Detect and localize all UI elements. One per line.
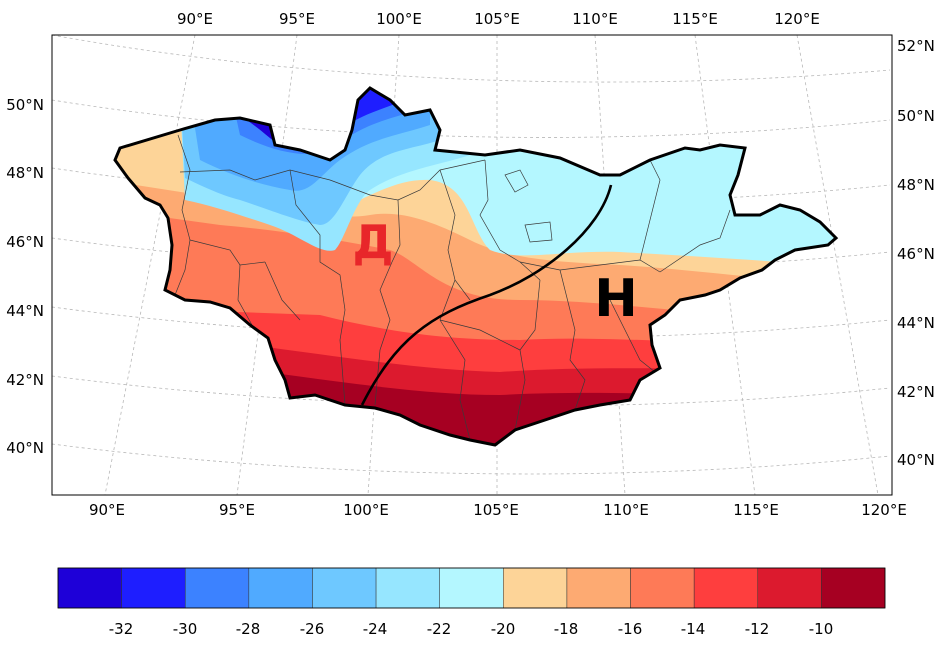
lon-label: 95°E [219,501,255,519]
lon-label: 100°E [343,501,389,519]
colorbar-label: -24 [363,620,388,638]
colorbar-segment [248,567,313,609]
province-border [264,261,301,321]
lon-label: 90°E [89,501,125,519]
high-pressure-marker: H [594,269,638,329]
lat-label: 40°N [897,451,935,469]
province-border [639,159,661,261]
colorbar-segment [184,567,250,609]
province-border [519,259,661,273]
province-border [179,169,331,181]
right-latitude-labels: 52°N 50°N 48°N 46°N 44°N 42°N 40°N [897,37,935,469]
lon-label: 115°E [672,10,718,28]
province-border [524,221,553,243]
colorbar-segment [566,567,631,609]
colorbar-label: -10 [809,620,834,638]
province-border [439,319,521,351]
colorbar-labels: -32 -30 -28 -26 -24 -22 -20 -18 -16 -14 … [109,620,834,638]
top-longitude-labels: 90°E 95°E 100°E 105°E 110°E 115°E 120°E [177,10,820,28]
colorbar-segment [439,567,504,609]
lat-label: 42°N [897,383,935,401]
colorbar-label: -30 [173,620,198,638]
province-border [659,209,731,273]
colorbar-label: -14 [681,620,706,638]
colorbar-segment [821,567,886,609]
province-border [439,169,471,301]
front-line [360,184,613,406]
lat-label: 44°N [897,314,935,332]
colorbar-segment [503,567,568,609]
colorbar-label: -22 [427,620,452,638]
province-border [237,264,253,326]
temperature-field [115,88,836,445]
lon-label: 105°E [474,10,520,28]
lat-label: 52°N [897,37,935,55]
province-border [374,199,401,406]
colorbar-label: -28 [236,620,261,638]
lon-label: 110°E [572,10,618,28]
province-border [289,169,346,406]
map-frame [51,34,893,496]
colorbar-segment [757,567,822,609]
lat-label: 48°N [897,176,935,194]
lon-label: 95°E [279,10,315,28]
lat-label: 46°N [6,233,44,251]
lat-label: 44°N [6,302,44,320]
lat-label: 46°N [897,245,935,263]
colorbar-label: -18 [554,620,579,638]
lon-label: 120°E [861,501,907,519]
lon-label: 110°E [603,501,649,519]
province-border [609,299,656,373]
lon-label: 115°E [733,501,779,519]
colorbar [57,567,886,609]
lat-label: 40°N [6,439,44,457]
lat-label: 48°N [6,164,44,182]
lon-label: 90°E [177,10,213,28]
province-border [559,269,586,411]
lat-label: 50°N [6,96,44,114]
colorbar-label: -12 [745,620,770,638]
province-border [189,239,266,266]
colorbar-frame [57,567,886,609]
colorbar-label: -16 [618,620,643,638]
colorbar-segment [312,567,377,609]
bottom-longitude-labels: 90°E 95°E 100°E 105°E 110°E 115°E 120°E [89,501,907,519]
lon-label: 100°E [376,10,422,28]
low-pressure-marker: Д [353,215,394,269]
colorbar-label: -26 [300,620,325,638]
colorbar-segment [693,567,759,609]
lat-label: 50°N [897,107,935,125]
colorbar-segment [375,567,440,609]
province-border [329,159,486,201]
province-borders [174,134,731,441]
province-border [439,279,471,441]
colorbar-segment [57,567,122,609]
colorbar-label: -20 [491,620,516,638]
colorbar-label: -32 [109,620,134,638]
colorbar-segment [121,567,186,609]
left-latitude-labels: 50°N 48°N 46°N 44°N 42°N 40°N [6,96,44,457]
lon-label: 105°E [473,501,519,519]
province-border [479,159,541,281]
colorbar-segment [630,567,695,609]
province-border [174,134,191,296]
province-border [504,169,529,193]
lon-label: 120°E [774,10,820,28]
lat-label: 42°N [6,371,44,389]
